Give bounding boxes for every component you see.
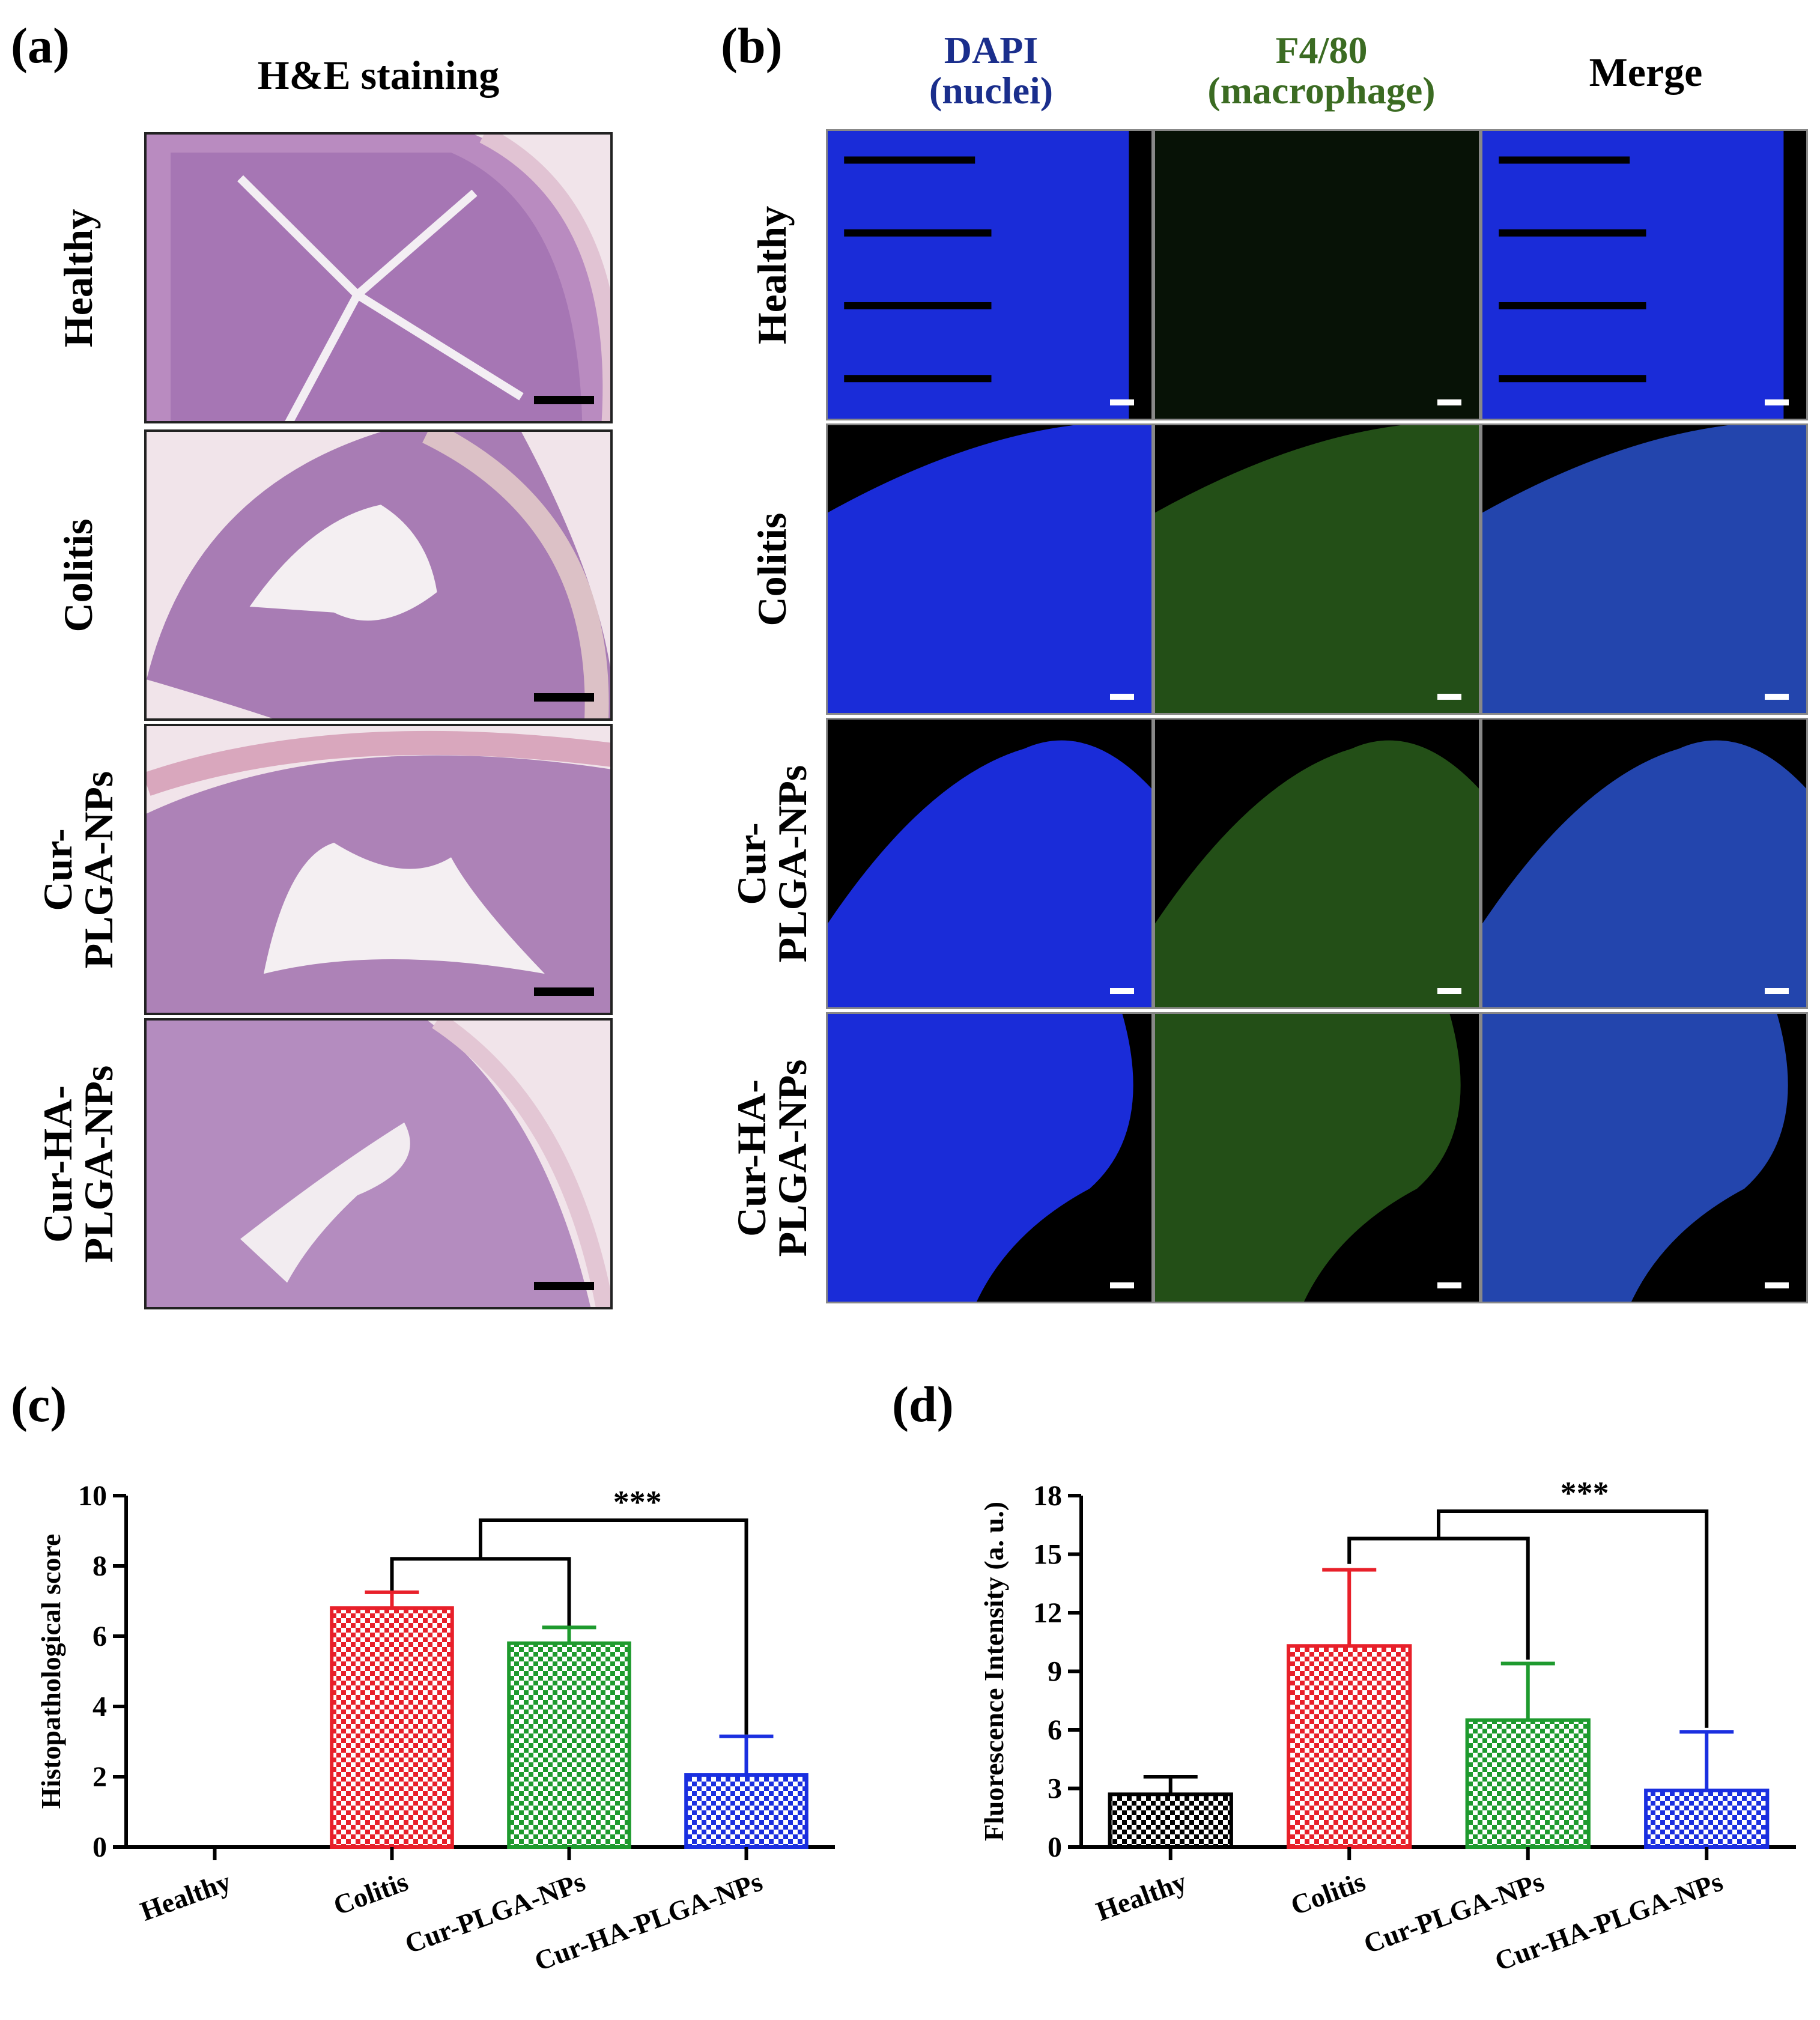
bar-colitis [1287,1644,1412,1849]
dapi-header-line1: DAPI [944,29,1039,71]
bar-healthy [1108,1792,1233,1849]
fl-row-label-colitis: Colitis [749,512,795,626]
significance-bracket [390,1518,748,1735]
y-tick-label: 9 [1048,1656,1062,1688]
y-tick-label: 10 [78,1480,107,1512]
fl-image-dapi-cur-plga-nps [826,718,1153,1009]
fl-image-f480-healthy [1153,129,1481,420]
fl-image-dapi-cur-ha-plga-nps [826,1012,1153,1303]
he-image-cur-plga-nps [144,724,613,1015]
f480-header-line1: F4/80 [1275,29,1368,71]
fl-image-f480-cur-ha-plga-nps [1153,1012,1481,1303]
y-tick-label: 0 [93,1831,107,1863]
y-tick-label: 15 [1033,1539,1062,1571]
fl-image-merge-healthy [1481,129,1808,420]
fl-row-label-healthy: Healthy [749,205,795,344]
he-row-label-cur-ha-plga-nps: Cur-HA- PLGA-NPs [35,1065,121,1263]
chart-c: 0 2 4 6 8 10 Histopathological score Healthy Col… [35,1480,835,1977]
y-tick-label: 6 [93,1621,107,1652]
merge-header-line1: Merge [1589,49,1703,95]
fl-row-label-cur-plga-nps: Cur- PLGA-NPs [729,765,815,962]
he-image-colitis [144,429,613,721]
y-tick-label: 18 [1033,1480,1062,1512]
he-row-label-healthy: Healthy [55,208,101,347]
fl-row-label-cur-ha-plga-nps: Cur-HA- PLGA-NPs [729,1059,815,1257]
fl-image-merge-colitis [1481,423,1808,715]
panel-b-label: (b) [721,18,783,74]
y-tick-label: 3 [1048,1773,1062,1805]
y-axis-label: Histopathological score [35,1534,66,1809]
dapi-header: DAPI (nuclei) [829,30,1153,111]
he-row-label-cur-plga-nps: Cur- PLGA-NPs [35,771,121,968]
y-tick-label: 12 [1033,1597,1062,1629]
bar-cur-ha-plga-nps [684,1773,808,1849]
fl-image-f480-colitis [1153,423,1481,715]
merge-header: Merge [1484,49,1808,95]
bar-cur-plga-nps [1465,1718,1591,1849]
dapi-header-line2: (nuclei) [929,69,1054,112]
y-tick-label: 6 [1048,1714,1062,1746]
y-tick-label: 2 [93,1761,107,1793]
fl-image-f480-cur-plga-nps [1153,718,1481,1009]
x-tick-label: Healthy [1092,1866,1191,1926]
y-axis-label: Fluorescence Intensity (a. u.) [978,1502,1009,1841]
significance-stars: *** [613,1484,662,1520]
he-image-healthy [144,132,613,423]
panel-d-label: (d) [892,1377,954,1433]
f480-header-line2: (macrophage) [1207,69,1436,112]
he-image-cur-ha-plga-nps [144,1018,613,1309]
x-tick-label: Colitis [1287,1866,1370,1921]
x-tick-label: Colitis [329,1866,412,1921]
he-row-label-colitis: Colitis [55,518,101,632]
bar-colitis [330,1606,454,1849]
panel-c-label: (c) [11,1377,67,1433]
fl-image-dapi-colitis [826,423,1153,715]
fl-image-merge-cur-ha-plga-nps [1481,1012,1808,1303]
chart-d: 0 3 6 9 12 15 18 Fluorescence Intensity (a. u.)… [978,1475,1796,1977]
he-staining-title: H&E staining [257,52,500,98]
y-tick-label: 0 [1048,1831,1062,1863]
panel-a-label: (a) [11,18,70,74]
bar-cur-ha-plga-nps [1644,1788,1770,1849]
fl-image-merge-cur-plga-nps [1481,718,1808,1009]
f480-header: F4/80 (macrophage) [1153,30,1490,111]
y-tick-label: 8 [93,1550,107,1582]
fl-image-dapi-healthy [826,129,1153,420]
significance-bracket [1347,1509,1709,1728]
significance-stars: *** [1561,1475,1609,1511]
y-tick-label: 4 [93,1691,107,1723]
bar-cur-plga-nps [507,1641,631,1849]
x-tick-label: Healthy [136,1866,235,1926]
